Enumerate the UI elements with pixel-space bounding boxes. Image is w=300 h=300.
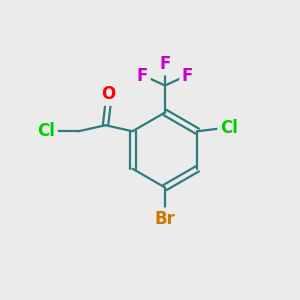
Text: Cl: Cl xyxy=(220,119,238,137)
Text: Cl: Cl xyxy=(38,122,56,140)
Text: F: F xyxy=(182,67,193,85)
Text: F: F xyxy=(159,55,171,73)
Text: O: O xyxy=(101,85,116,103)
Text: F: F xyxy=(137,67,148,85)
Text: Br: Br xyxy=(154,210,176,228)
